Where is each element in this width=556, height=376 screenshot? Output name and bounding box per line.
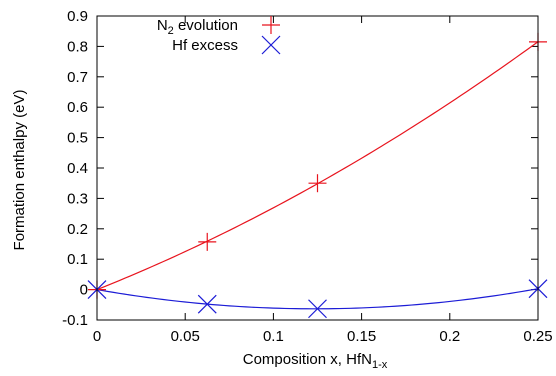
hf-excess-point bbox=[308, 299, 327, 319]
hf-excess-point bbox=[197, 294, 217, 314]
legend-n2-suffix: evolution bbox=[174, 17, 238, 34]
legend-plus-glyph bbox=[262, 16, 280, 34]
legend-plus-marker bbox=[262, 16, 280, 34]
legend-cross-marker bbox=[261, 35, 281, 55]
x-axis-label-sub: 1-x bbox=[372, 359, 388, 371]
legend-label-hf-excess: Hf excess bbox=[172, 37, 238, 54]
legend-label-n2-evolution: N2 evolution bbox=[157, 17, 238, 37]
plot-frame bbox=[96, 15, 539, 321]
y-tick-label: 0.9 bbox=[67, 8, 88, 25]
fit-curve-n2-evolution bbox=[96, 41, 539, 291]
x-tick-label: 0 bbox=[93, 328, 101, 345]
y-tick-label: 0.3 bbox=[67, 190, 88, 207]
y-axis-label: Formation enthalpy (eV) bbox=[11, 90, 28, 251]
y-tick-label: 0.4 bbox=[67, 160, 88, 177]
legend-n2-sub: 2 bbox=[168, 25, 174, 37]
y-tick-label: 0.7 bbox=[67, 69, 88, 86]
x-tick-label: 0.15 bbox=[347, 328, 376, 345]
n2-evolution-point bbox=[308, 174, 327, 193]
y-tick-label: 0.8 bbox=[67, 38, 88, 55]
y-tick-label: 0.6 bbox=[67, 99, 88, 116]
tick-labels: 0 0.05 0.1 0.15 0.2 0.25 -0.1 0 0.1 0.2 0.3 0.4 0.5 0… bbox=[62, 8, 552, 345]
x-axis-label-main: Composition x, HfN bbox=[243, 351, 372, 368]
legend-n2-main: N bbox=[157, 17, 168, 34]
x-axis-label: Composition x, HfN1-x bbox=[243, 351, 388, 371]
data-markers bbox=[87, 32, 548, 319]
x-tick-label: 0.25 bbox=[523, 328, 552, 345]
y-tick-label: 0 bbox=[80, 282, 88, 299]
y-tick-label: 0.5 bbox=[67, 130, 88, 147]
n2-evolution-point bbox=[198, 232, 217, 251]
legend-cross-glyph bbox=[261, 35, 281, 55]
x-tick-label: 0.1 bbox=[263, 328, 284, 345]
x-tick-label: 0.05 bbox=[171, 328, 200, 345]
y-tick-label: -0.1 bbox=[62, 312, 88, 329]
y-tick-label: 0.2 bbox=[67, 221, 88, 238]
y-tick-label: 0.1 bbox=[67, 251, 88, 268]
axis-ticks bbox=[96, 15, 539, 321]
fit-curve-hf-excess bbox=[96, 288, 539, 310]
legend: N2 evolution Hf excess bbox=[157, 16, 281, 55]
x-tick-label: 0.2 bbox=[439, 328, 460, 345]
